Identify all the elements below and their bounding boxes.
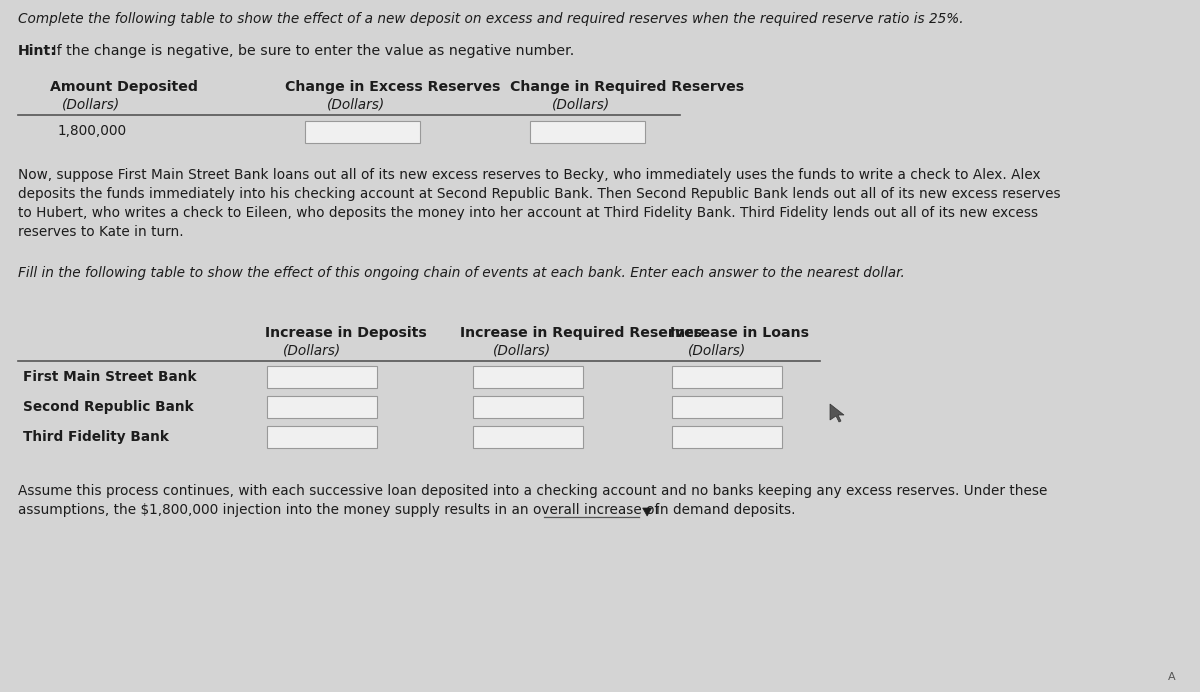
Text: 1,800,000: 1,800,000 <box>58 124 127 138</box>
Polygon shape <box>643 508 652 516</box>
Text: First Main Street Bank: First Main Street Bank <box>23 370 197 384</box>
FancyBboxPatch shape <box>530 121 646 143</box>
Text: Amount Deposited: Amount Deposited <box>50 80 198 94</box>
Text: Second Republic Bank: Second Republic Bank <box>23 400 193 414</box>
Polygon shape <box>830 404 844 422</box>
Text: Now, suppose First Main Street Bank loans out all of its new excess reserves to : Now, suppose First Main Street Bank loan… <box>18 168 1040 182</box>
FancyBboxPatch shape <box>473 396 583 418</box>
Text: Fill in the following table to show the effect of this ongoing chain of events a: Fill in the following table to show the … <box>18 266 905 280</box>
FancyBboxPatch shape <box>473 426 583 448</box>
Text: (Dollars): (Dollars) <box>552 97 611 111</box>
Text: A: A <box>1168 672 1176 682</box>
FancyBboxPatch shape <box>473 366 583 388</box>
Text: deposits the funds immediately into his checking account at Second Republic Bank: deposits the funds immediately into his … <box>18 187 1061 201</box>
Text: (Dollars): (Dollars) <box>688 344 746 358</box>
Text: to Hubert, who writes a check to Eileen, who deposits the money into her account: to Hubert, who writes a check to Eileen,… <box>18 206 1038 220</box>
Text: Complete the following table to show the effect of a new deposit on excess and r: Complete the following table to show the… <box>18 12 964 26</box>
Text: Third Fidelity Bank: Third Fidelity Bank <box>23 430 169 444</box>
Text: (Dollars): (Dollars) <box>326 97 385 111</box>
Text: If the change is negative, be sure to enter the value as negative number.: If the change is negative, be sure to en… <box>48 44 575 58</box>
FancyBboxPatch shape <box>672 396 782 418</box>
Text: Increase in Required Reserves: Increase in Required Reserves <box>460 326 702 340</box>
FancyBboxPatch shape <box>266 366 377 388</box>
Text: (Dollars): (Dollars) <box>493 344 551 358</box>
FancyBboxPatch shape <box>305 121 420 143</box>
Text: assumptions, the $1,800,000 injection into the money supply results in an overal: assumptions, the $1,800,000 injection in… <box>18 503 659 517</box>
Text: Increase in Deposits: Increase in Deposits <box>265 326 427 340</box>
Text: Change in Excess Reserves: Change in Excess Reserves <box>286 80 500 94</box>
Text: Increase in Loans: Increase in Loans <box>670 326 809 340</box>
Text: Change in Required Reserves: Change in Required Reserves <box>510 80 744 94</box>
Text: (Dollars): (Dollars) <box>62 97 120 111</box>
Text: Assume this process continues, with each successive loan deposited into a checki: Assume this process continues, with each… <box>18 484 1048 498</box>
Text: (Dollars): (Dollars) <box>283 344 341 358</box>
Text: reserves to Kate in turn.: reserves to Kate in turn. <box>18 225 184 239</box>
FancyBboxPatch shape <box>266 426 377 448</box>
Text: in demand deposits.: in demand deposits. <box>655 503 796 517</box>
FancyBboxPatch shape <box>672 426 782 448</box>
FancyBboxPatch shape <box>672 366 782 388</box>
FancyBboxPatch shape <box>266 396 377 418</box>
Text: Hint:: Hint: <box>18 44 58 58</box>
